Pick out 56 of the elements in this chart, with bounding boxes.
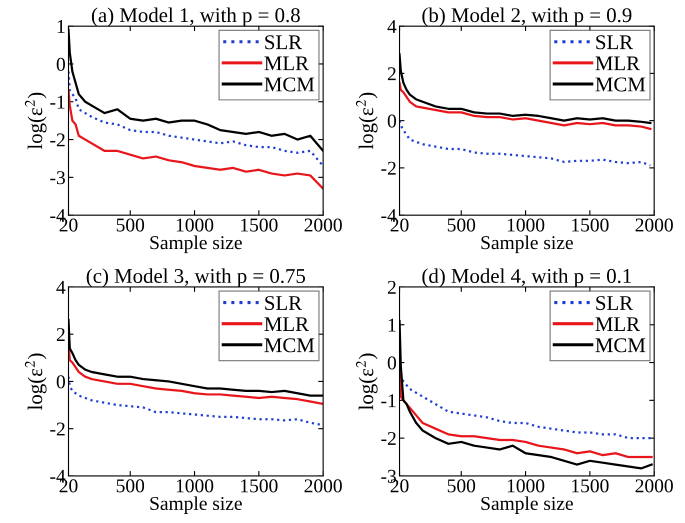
x-axis-title: Sample size <box>150 236 242 254</box>
x-tick-label: 1500 <box>241 218 278 232</box>
chart-title: (b) Model 2, with p = 0.9 <box>422 8 632 26</box>
y-tick-label: 1 <box>388 318 396 332</box>
x-tick-label: 500 <box>448 218 476 232</box>
y-axis-title: log(ε$^{2}$) <box>24 354 47 410</box>
legend-label: MCM <box>595 77 646 92</box>
y-tick-label: 1 <box>58 20 65 33</box>
x-tick-label: 2000 <box>304 218 342 232</box>
legend-label: MLR <box>264 56 309 70</box>
y-tick-label: 2 <box>56 328 65 341</box>
chart-title: (a) Model 1, with p = 0.8 <box>92 8 300 26</box>
y-tick-label: -1 <box>50 96 65 108</box>
x-tick-label: 500 <box>116 218 144 232</box>
y-axis-title: log(ε$^{2}$) <box>24 92 47 150</box>
legend-label: MLR <box>595 56 640 70</box>
y-tick-label: -2 <box>50 422 65 436</box>
y-tick-label: 2 <box>388 280 396 294</box>
x-tick-label: 1500 <box>241 479 278 492</box>
y-tick-label: 0 <box>388 114 396 128</box>
legend-label: SLR <box>265 35 302 50</box>
legend-label: SLR <box>265 296 302 310</box>
y-axis-title: log(ε$^{2}$) <box>356 354 378 410</box>
y-tick-label: 2 <box>388 67 396 80</box>
y-tick-label: 4 <box>387 20 396 33</box>
y-tick-label: 0 <box>56 58 65 71</box>
x-tick-label: 500 <box>448 479 476 492</box>
x-tick-label: 1000 <box>176 479 214 492</box>
x-tick-label: 1500 <box>572 479 609 492</box>
y-tick-label: -1 <box>381 394 396 408</box>
legend-label: MCM <box>264 77 314 92</box>
x-axis-title: Sample size <box>150 496 242 514</box>
x-tick-label: 1000 <box>176 218 214 232</box>
x-tick-label: 2000 <box>636 479 673 492</box>
x-tick-label: 1500 <box>572 218 609 232</box>
x-tick-label: 500 <box>116 479 144 492</box>
legend-label: MCM <box>595 338 646 352</box>
y-tick-label: -2 <box>381 162 396 175</box>
x-axis-title: Sample size <box>481 496 573 514</box>
y-axis-title: log(ε$^{2}$) <box>356 92 378 150</box>
y-tick-label: -2 <box>50 133 65 146</box>
legend-label: SLR <box>596 35 634 50</box>
legend-label: MCM <box>264 338 314 352</box>
x-tick-label: 2000 <box>304 479 342 492</box>
y-tick-label: -3 <box>50 171 65 184</box>
legend-label: MLR <box>264 317 309 331</box>
y-tick-label: -2 <box>381 432 396 445</box>
y-tick-label: 4 <box>56 280 66 294</box>
legend-label: SLR <box>596 296 634 310</box>
legend-label: MLR <box>595 317 640 331</box>
x-tick-label: 1000 <box>508 479 544 492</box>
x-tick-label: 1000 <box>508 218 544 232</box>
x-axis-title: Sample size <box>481 236 573 254</box>
y-tick-label: 0 <box>56 375 65 388</box>
y-tick-label: 0 <box>388 356 396 370</box>
x-tick-label: 2000 <box>636 218 673 232</box>
